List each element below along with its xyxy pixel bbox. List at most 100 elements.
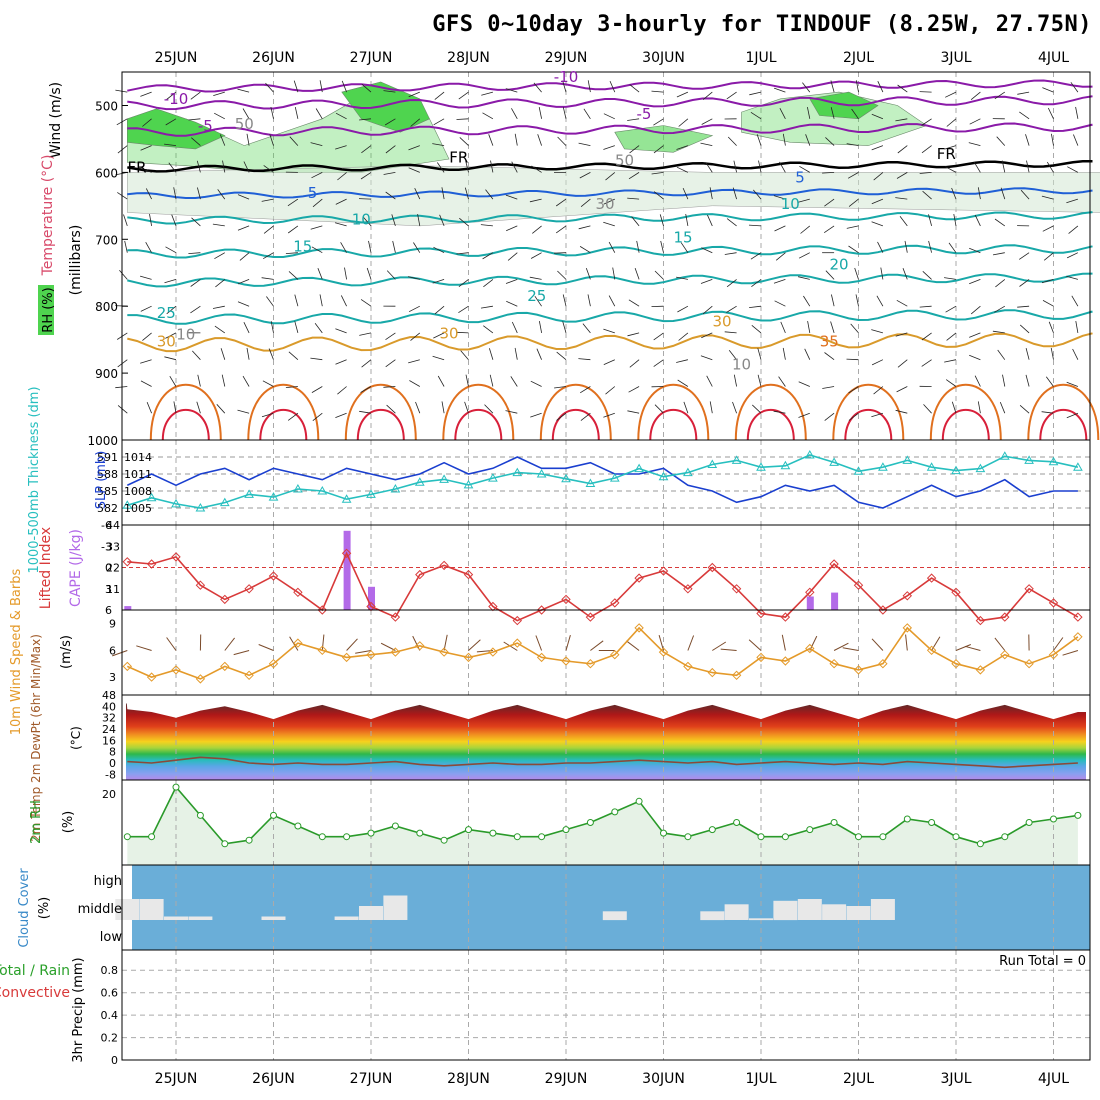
upper-wind-barb bbox=[414, 188, 421, 200]
upper-wind-barb bbox=[532, 225, 542, 234]
contour-label: 5 bbox=[308, 184, 318, 202]
cloud-middle-bar bbox=[602, 911, 627, 921]
thickness-series-point bbox=[731, 455, 742, 464]
upper-wind-barb bbox=[237, 409, 250, 414]
cloud-middle-bar bbox=[383, 895, 408, 920]
upper-wind-barb bbox=[709, 187, 713, 200]
upper-wind-barb bbox=[944, 145, 957, 150]
upper-wind-barb bbox=[580, 412, 591, 421]
slp-tick-label: 1008 bbox=[124, 485, 152, 498]
cape-tick-label: 11 bbox=[106, 583, 120, 596]
surface-wind-barb bbox=[748, 639, 762, 651]
thickness-tick-label: 585 bbox=[97, 485, 118, 498]
wind-speed-series-point bbox=[610, 649, 620, 660]
lifted-index-series-point bbox=[780, 612, 791, 622]
upper-wind-barb bbox=[654, 404, 664, 414]
isotherm-15 bbox=[127, 244, 1093, 259]
upper-wind-barb bbox=[340, 295, 347, 307]
thickness-series-point bbox=[878, 462, 888, 471]
upper-wind-barb bbox=[140, 91, 152, 97]
upper-wind-barb bbox=[899, 216, 908, 227]
upper-wind-barb bbox=[242, 375, 250, 387]
upper-wind-barb bbox=[855, 294, 859, 307]
upper-wind-barb bbox=[456, 118, 469, 120]
lifted-index-series-point bbox=[561, 594, 571, 605]
isotherm-40-lobe bbox=[844, 408, 893, 441]
upper-wind-barb bbox=[408, 167, 420, 173]
precip-tick-label: 0 bbox=[111, 1054, 118, 1067]
upper-wind-barb bbox=[1025, 347, 1030, 360]
thickness-series-point bbox=[999, 451, 1010, 460]
cloud-middle-bar bbox=[797, 899, 822, 920]
upper-wind-barb bbox=[417, 214, 421, 226]
upper-wind-barb bbox=[554, 386, 567, 389]
upper-wind-barb bbox=[459, 217, 469, 227]
thickness-series-point bbox=[1024, 455, 1034, 464]
upper-wind-barb bbox=[261, 277, 274, 280]
upper-wind-barb bbox=[928, 240, 932, 253]
cloud-middle-bar bbox=[700, 911, 725, 921]
upper-wind-barb bbox=[921, 118, 932, 126]
upper-wind-barb bbox=[780, 321, 786, 334]
upper-wind-barb bbox=[587, 294, 591, 307]
upper-wind-barb bbox=[896, 299, 908, 307]
upper-wind-barb bbox=[996, 136, 1006, 146]
rh2m-series-point bbox=[635, 797, 643, 805]
upper-wind-barb bbox=[1042, 225, 1054, 232]
isotherm-20 bbox=[127, 272, 1093, 288]
thickness-series-point bbox=[366, 489, 376, 498]
cloud-level-label: high bbox=[94, 874, 122, 889]
wind-speed-series-point bbox=[439, 647, 449, 657]
upper-wind-barb bbox=[385, 191, 396, 200]
cloud-panel-background bbox=[132, 865, 1090, 950]
upper-wind-barb bbox=[1068, 225, 1079, 234]
thickness-series-point bbox=[634, 463, 644, 473]
upper-wind-barb bbox=[362, 216, 372, 227]
upper-wind-barb bbox=[145, 242, 152, 253]
lifted-index-series-point bbox=[293, 587, 303, 598]
rh2m-series-point bbox=[416, 829, 424, 837]
upper-wind-barb bbox=[392, 240, 396, 253]
upper-wind-barb bbox=[897, 359, 908, 368]
rh2m-series-point bbox=[781, 833, 789, 841]
upper-wind-barb bbox=[678, 332, 689, 341]
contour-label: 15 bbox=[673, 229, 692, 247]
upper-wind-barb bbox=[142, 118, 152, 127]
upper-wind-barb bbox=[458, 279, 469, 288]
top-date-label: 27JUN bbox=[350, 50, 393, 66]
upper-wind-barb bbox=[798, 412, 810, 418]
upper-wind-barb bbox=[335, 359, 347, 365]
surface-wind-barb bbox=[321, 634, 325, 651]
rh2m-series-point bbox=[928, 819, 936, 826]
upper-wind-barb bbox=[683, 401, 689, 414]
upper-wind-barb bbox=[846, 143, 859, 146]
upper-wind-barb bbox=[798, 276, 810, 280]
upper-wind-barb bbox=[578, 142, 591, 146]
upper-wind-barb bbox=[587, 80, 591, 93]
slp-tick-label: 1005 bbox=[124, 502, 152, 515]
thickness-tick-label: 591 bbox=[97, 451, 118, 464]
contour-label: FR bbox=[937, 145, 956, 163]
upper-wind-barb bbox=[773, 195, 786, 200]
surface-wind-barb bbox=[687, 635, 695, 651]
upper-wind-barb bbox=[823, 225, 835, 234]
upper-wind-barb bbox=[219, 134, 226, 146]
upper-wind-barb bbox=[627, 332, 640, 337]
wind-speed-series-point bbox=[195, 674, 206, 684]
upper-wind-barb bbox=[1045, 376, 1054, 387]
upper-wind-barb bbox=[896, 386, 908, 393]
upper-wind-barb bbox=[557, 270, 567, 280]
upper-wind-barb bbox=[579, 172, 591, 179]
surface-wind-barb bbox=[346, 638, 358, 651]
upper-wind-barb bbox=[726, 279, 737, 288]
upper-wind-barb bbox=[344, 267, 347, 280]
bottom-date-label: 28JUN bbox=[447, 1071, 490, 1087]
frame-layer bbox=[121, 71, 1091, 1061]
thickness-series-point bbox=[804, 449, 815, 459]
rh2m-series-point bbox=[513, 833, 521, 841]
upper-wind-barb bbox=[897, 84, 908, 93]
upper-wind-barb bbox=[359, 118, 372, 121]
upper-wind-barb bbox=[733, 374, 737, 387]
upper-wind-barb bbox=[706, 375, 713, 387]
upper-wind-barb bbox=[628, 386, 640, 393]
